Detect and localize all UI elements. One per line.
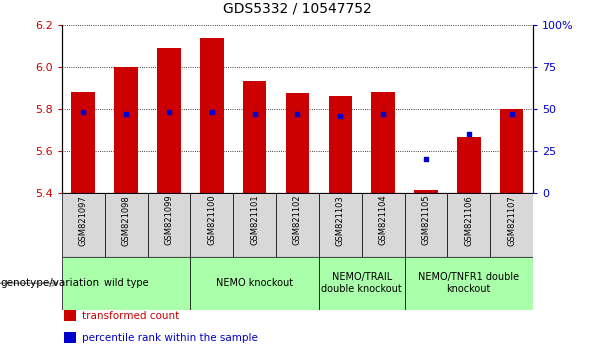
Bar	[64, 310, 76, 321]
Text: GSM821100: GSM821100	[207, 195, 216, 245]
Bar	[448, 193, 490, 257]
Bar	[414, 190, 438, 193]
Bar	[190, 193, 233, 257]
Point	[78, 109, 88, 115]
Bar	[319, 257, 405, 310]
Point	[421, 156, 431, 162]
Text: GSM821103: GSM821103	[336, 195, 345, 246]
Point	[250, 111, 259, 117]
Bar	[405, 193, 448, 257]
Point	[121, 111, 131, 117]
Bar	[362, 193, 405, 257]
Text: GSM821104: GSM821104	[379, 195, 388, 245]
Text: percentile rank within the sample: percentile rank within the sample	[82, 333, 257, 343]
Bar	[200, 39, 224, 193]
Point	[336, 113, 345, 118]
Bar	[105, 193, 147, 257]
Bar	[329, 96, 352, 193]
Bar	[457, 137, 481, 193]
Bar	[243, 81, 266, 193]
Bar	[147, 193, 190, 257]
Text: GSM821101: GSM821101	[250, 195, 259, 245]
Point	[464, 131, 474, 137]
Point	[293, 111, 302, 117]
Point	[164, 109, 174, 115]
Text: transformed count: transformed count	[82, 311, 179, 321]
Text: GSM821097: GSM821097	[79, 195, 88, 246]
Text: GSM821105: GSM821105	[422, 195, 431, 245]
Text: GSM821106: GSM821106	[464, 195, 474, 246]
Bar	[62, 257, 190, 310]
Bar	[286, 93, 309, 193]
Text: genotype/variation: genotype/variation	[0, 278, 99, 288]
Bar	[62, 193, 105, 257]
Bar	[64, 332, 76, 343]
Bar	[157, 48, 181, 193]
Text: GSM821098: GSM821098	[121, 195, 131, 246]
Point	[207, 109, 217, 115]
Bar	[500, 109, 524, 193]
Bar	[71, 92, 95, 193]
Text: wild type: wild type	[104, 278, 148, 288]
Text: NEMO/TRAIL
double knockout: NEMO/TRAIL double knockout	[322, 272, 402, 294]
Bar	[405, 257, 533, 310]
Bar	[319, 193, 362, 257]
Text: GSM821102: GSM821102	[293, 195, 302, 245]
Text: GSM821099: GSM821099	[164, 195, 173, 245]
Text: NEMO/TNFR1 double
knockout: NEMO/TNFR1 double knockout	[418, 272, 519, 294]
Bar	[371, 92, 395, 193]
Text: GDS5332 / 10547752: GDS5332 / 10547752	[223, 2, 372, 16]
Bar	[490, 193, 533, 257]
Bar	[276, 193, 319, 257]
Text: NEMO knockout: NEMO knockout	[216, 278, 293, 288]
Bar	[233, 193, 276, 257]
Bar	[190, 257, 319, 310]
Point	[507, 111, 517, 117]
Bar	[114, 67, 138, 193]
Text: GSM821107: GSM821107	[507, 195, 516, 246]
Point	[378, 111, 388, 117]
